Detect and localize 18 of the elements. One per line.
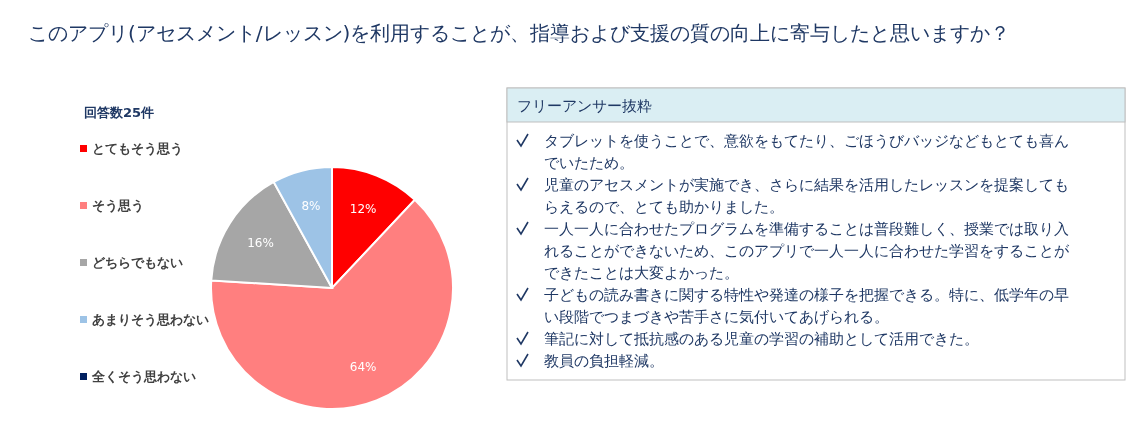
data-label: 8%	[301, 199, 321, 214]
data-label: 64%	[349, 359, 377, 374]
text: 児童のアセスメントが実施でき、さらに結果を活用したレッスンを提案してもらえるので、とても助かりました。	[544, 176, 1069, 216]
text: 子どもの読み書きに関する特性や発達の様子を把握できる。特に、低学年の早い段階でつまづきや苦手さに気付いてあげられる。	[544, 286, 1069, 326]
text: 一人一人に合わせたプログラムを準備することは普段難しく、授業では取り入れることができないため、このアプリで一人一人に合わせた学習をすることができたことは大変よかった。	[544, 220, 1070, 282]
text: フリーアンサー抜粋	[517, 97, 652, 115]
text: 筆記に対して抵抗感のある児童の学習の補助として活用できた。	[544, 330, 979, 348]
data-label: 12%	[349, 202, 377, 217]
legend-title: 回答数25件	[84, 105, 155, 120]
legend-label: 全くそう思わない	[91, 369, 196, 384]
text: タブレットを使うことで、意欲をもてたり、ごほうびバッジなどもとても喜んでいたため。	[544, 132, 1069, 172]
data-label: 16%	[247, 235, 274, 250]
text: このアプリ(アセスメント/レッスン)を利用することが、指導および支援の質の向上に寄与したと思いますか？	[28, 21, 1011, 45]
text: 教員の負担軽減。	[544, 352, 664, 370]
legend-label: どちらでもない	[92, 255, 183, 270]
legend-label: とてもそう思う	[92, 141, 183, 156]
legend-label: あまりそう思わない	[92, 312, 209, 327]
legend-label: そう思う	[92, 198, 144, 213]
